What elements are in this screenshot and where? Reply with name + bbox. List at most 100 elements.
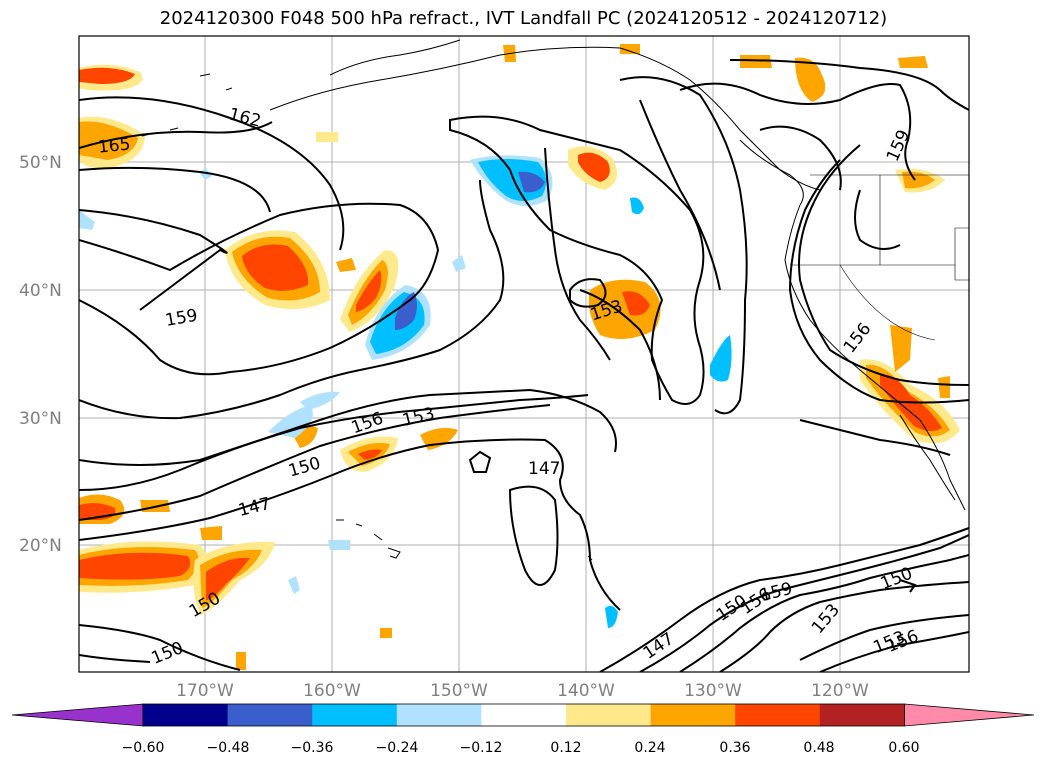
positive-anomaly-patch — [206, 557, 250, 600]
lat-label: 30°N — [19, 409, 62, 429]
contour-line — [544, 147, 611, 361]
contour-line — [569, 278, 607, 308]
state-border — [839, 264, 936, 341]
contour-line — [79, 438, 621, 611]
contour-line — [799, 419, 951, 456]
negative-anomaly-patch — [710, 335, 732, 382]
contour-line — [899, 579, 917, 593]
contour-line — [679, 82, 916, 181]
contour-line — [79, 624, 241, 671]
colorbar-swatch — [312, 704, 398, 726]
colorbar-tick-label: −0.24 — [376, 740, 419, 756]
contour-line — [79, 394, 589, 491]
contour-line — [639, 99, 721, 291]
colorbar-outline — [142, 703, 905, 727]
lon-label: 150°W — [430, 681, 488, 701]
positive-anomaly-patch — [79, 552, 191, 580]
alaska-coast — [329, 39, 461, 76]
colorbar-tick-label: 0.60 — [888, 740, 919, 756]
baja-coast — [899, 414, 956, 501]
colorbar-tick-label: 0.12 — [550, 740, 581, 756]
negative-anomaly-patch — [395, 292, 417, 330]
contour-line — [79, 654, 151, 663]
positive-anomaly-patch — [242, 244, 309, 291]
contour-line — [719, 581, 969, 672]
colorbar-swatch — [735, 704, 821, 726]
contour-line — [79, 209, 228, 311]
contour-line — [819, 631, 969, 672]
colorbar-tick-label: −0.12 — [460, 740, 503, 756]
colorbar-swatch — [566, 704, 652, 726]
contour-label: 165 — [97, 134, 131, 157]
positive-anomaly-patch — [200, 526, 222, 540]
aleutian-islands — [141, 73, 233, 137]
map-frame — [78, 35, 970, 673]
contour-line — [79, 388, 617, 466]
colorbar-swatch — [481, 704, 567, 726]
negative-anomaly-patch — [268, 405, 313, 438]
refractivity-contours — [79, 59, 969, 672]
colorbar-tick-label: 0.48 — [803, 740, 834, 756]
negative-anomaly-patch — [630, 197, 644, 215]
positive-anomaly-patch — [79, 67, 135, 84]
alaska-coast — [269, 46, 821, 191]
colorbar-swatch — [650, 704, 736, 726]
colorbar-swatch — [227, 704, 313, 726]
contour-line — [468, 450, 492, 473]
lon-label: 120°W — [811, 681, 869, 701]
lon-label: 130°W — [684, 681, 742, 701]
positive-anomaly-patch — [740, 55, 772, 68]
colorbar-swatch — [819, 704, 905, 726]
positive-anomaly-patch — [578, 152, 610, 182]
colorbar-tick-label: −0.36 — [291, 740, 334, 756]
hawaii-islands — [336, 519, 401, 559]
map-panel: 162 165 159 156 153 150 147 147 153 159 … — [79, 36, 969, 672]
bc-coast — [739, 139, 804, 206]
lon-label: 140°W — [557, 681, 615, 701]
contour-line — [449, 115, 705, 405]
contour-line — [79, 166, 271, 213]
positive-anomaly-patch — [890, 325, 912, 372]
contour-line — [79, 96, 345, 251]
colorbar-tick-label: 0.24 — [634, 740, 665, 756]
contour-line — [799, 614, 969, 661]
lon-label: 160°W — [303, 681, 361, 701]
us-west-coast — [784, 204, 966, 511]
colorbar-extend-high — [904, 703, 1035, 727]
colorbar-ticks: −0.60 −0.48 −0.36 −0.24 −0.12 0.12 0.24 … — [122, 740, 920, 756]
positive-anomaly-patch — [898, 56, 928, 68]
contour-line — [79, 121, 273, 149]
positive-anomaly-patch — [902, 171, 935, 189]
latitude-labels: 50°N 40°N 30°N 20°N — [19, 153, 62, 556]
positive-anomaly-patch — [336, 258, 356, 272]
positive-anomaly-patch — [795, 57, 826, 102]
lon-label: 170°W — [176, 681, 234, 701]
colorbar-extend-low — [11, 703, 144, 727]
contour-line — [79, 202, 440, 376]
colorbar-swatches — [11, 703, 1035, 727]
contour-line — [619, 76, 748, 415]
colorbar-tick-label: −0.60 — [122, 740, 165, 756]
positive-anomaly-patch — [356, 270, 382, 312]
negative-anomaly-patch — [605, 605, 618, 628]
colorbar-swatch — [396, 704, 482, 726]
contour-line — [79, 404, 551, 521]
negative-anomaly-patch — [300, 391, 340, 410]
positive-anomaly-patch — [316, 132, 338, 142]
map-title: 2024120300 F048 500 hPa refract., IVT La… — [159, 8, 888, 29]
contour-line — [599, 527, 969, 672]
longitude-labels: 170°W 160°W 150°W 140°W 130°W 120°W — [176, 681, 869, 701]
negative-anomaly-patch — [79, 210, 95, 230]
negative-anomaly-patch — [518, 171, 545, 193]
positive-anomaly-patch — [236, 652, 246, 670]
lat-label: 50°N — [19, 153, 62, 173]
colorbar-swatch — [143, 704, 229, 726]
colorbar-tick-label: 0.36 — [719, 740, 750, 756]
contour-line — [788, 159, 969, 404]
contour-line — [508, 485, 559, 586]
refractivity-anomaly-fills — [79, 44, 960, 670]
contour-line — [759, 125, 842, 191]
positive-anomaly-patch — [588, 279, 661, 339]
positive-anomaly-patch — [622, 291, 650, 316]
